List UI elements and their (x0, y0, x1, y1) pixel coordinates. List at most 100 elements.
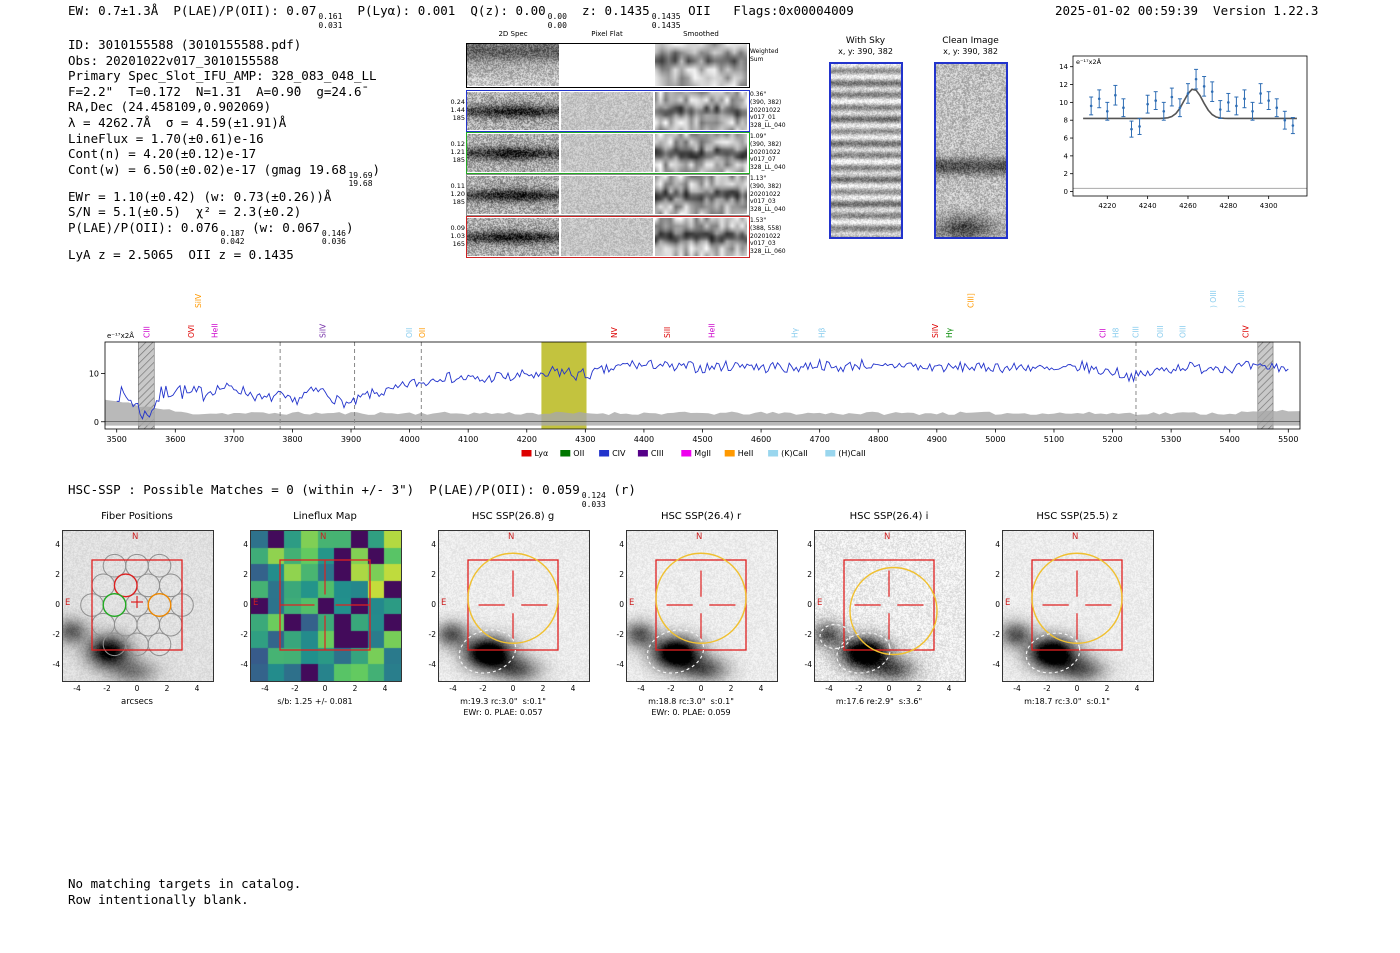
spectrum-line (116, 358, 1289, 420)
y-axis-tick: -2 (804, 630, 812, 639)
x-axis-tick: 2 (540, 684, 546, 693)
emission-line-label: OII (418, 328, 427, 338)
axis-tick-label: 4900 (927, 435, 947, 444)
axis-tick-label: 4800 (868, 435, 888, 444)
y-axis-tick: 2 (55, 570, 60, 579)
data-point (1202, 85, 1206, 88)
info-line: λ = 4262.7Å σ = 4.59(±1.91)Å (68, 115, 380, 131)
axis-tick-label: 4300 (1260, 202, 1278, 210)
sky-panel-title: Clean Image (942, 36, 999, 46)
cutout-image-i (814, 530, 966, 682)
legend-label: (H)CaII (838, 449, 865, 458)
text-segment: LineFlux = 1.70(±0.61)e-16 (68, 130, 264, 146)
cutout-title: Lineflux Map (293, 511, 357, 522)
fraction-upper: 0.1435 (651, 12, 681, 21)
legend-swatch (521, 450, 532, 457)
stacked-fraction: 0.124 0.033 (581, 491, 606, 509)
axis-tick-label: 8 (1064, 117, 1068, 125)
detection-info-block: ID: 3010155588 (3010155588.pdf) Obs: 2020… (68, 37, 380, 263)
emission-line-label: NV (610, 326, 619, 338)
spec2d-column-title: 2D Spec (498, 30, 528, 38)
info-line: Cont(w) = 6.50(±0.02)e-17 (gmag 19.68 19.… (68, 162, 380, 189)
text-segment: P(LAE)/P(OII): 0.076 (68, 219, 219, 235)
axis-tick-label: 0 (94, 418, 99, 427)
x-axis-tick: 4 (946, 684, 952, 693)
right-info-line: 0.36" (750, 91, 767, 98)
x-axis-tick: 0 (510, 684, 516, 693)
spec2d-strip-smooth (655, 92, 747, 130)
emission-line-label: SiIV (931, 323, 940, 338)
x-axis-tick: -4 (261, 684, 269, 693)
plot-frame (1072, 55, 1308, 197)
legend-swatch (825, 450, 836, 457)
y-axis-tick: 4 (995, 540, 1000, 549)
axis-tick-label: 5100 (1044, 435, 1064, 444)
cutout-title: HSC SSP(25.5) z (1036, 511, 1118, 522)
text-segment: Primary Spec_Slot_IFU_AMP: 328_083_048_L… (68, 68, 377, 84)
text-segment: LyA z = 2.5065 OII z = 0.1435 (68, 246, 294, 262)
emission-line-label: SiIV (194, 293, 203, 308)
fraction-lower: 0.033 (581, 499, 606, 509)
y-axis-tick: -2 (992, 630, 1000, 639)
text-segment: F=2.2" T=0.172 N=1.3̄1 A=0.9̄0 g=24.6̄ (68, 83, 362, 99)
spec2d-strip-spec (467, 176, 559, 214)
axis-tick-label: 0 (1064, 188, 1068, 196)
axis-tick-label: 4300 (575, 435, 595, 444)
data-points-group (1089, 68, 1295, 138)
legend-swatch (560, 450, 571, 457)
legend-label: (K)CaII (781, 449, 808, 458)
right-info-line: (390, 382) (750, 98, 782, 106)
right-info-line: v017_03 (750, 240, 776, 248)
axis-tick-label: 4500 (692, 435, 712, 444)
cutout-panel-r: HSC SSP(26.4) r N E -4 -4 -2 -2 0 0 2 2 4 4 m:18.8 rc… (592, 505, 787, 735)
text-segment: ) (372, 161, 381, 177)
fraction-upper: 0.00 (547, 12, 567, 21)
x-axis-tick: 2 (164, 684, 170, 693)
emission-line-label: SiIV (318, 323, 327, 338)
right-info-line: 1.09" (750, 133, 767, 140)
data-point (1130, 127, 1133, 131)
stacked-fraction: 0.1435 0.1435 (651, 12, 681, 30)
x-axis-tick: 0 (322, 684, 328, 693)
data-point (1122, 106, 1125, 110)
fraction-upper: 0.124 (581, 491, 606, 500)
line-fit-chart: 0 2 4 6 8 10 12 14 4220 4240 4260 4280 4300 e⁻¹⁷x2Å (1059, 55, 1308, 210)
header-stats-line: EW: 0.7±1.3Å P(LAE)/P(OII): 0.07 0.161 0.0… (68, 3, 854, 30)
text-segment: Cont(n) = 4.20(±0.12)e-17 (68, 146, 257, 162)
fraction-upper: 0.161 (318, 12, 343, 21)
data-point (1194, 77, 1198, 81)
data-point (1105, 109, 1109, 113)
stacked-fraction: 0.146 0.036 (322, 229, 346, 247)
y-axis-tick: -4 (428, 660, 436, 669)
left-value: 1.21 (450, 148, 465, 157)
axis-tick-label: 4400 (634, 435, 654, 444)
y-axis-tick: -4 (804, 660, 812, 669)
x-axis-tick: 4 (758, 684, 764, 693)
data-point (1267, 99, 1270, 102)
spec2d-strip-spec (467, 92, 559, 130)
with-sky-panel: With Sky x, y: 390, 382 (818, 36, 913, 251)
sky-panel-image-frame (934, 62, 1008, 239)
emission-line-label: CII (1099, 328, 1108, 338)
cutout-caption: m:18.8 rc:3.0" s:0.1" (648, 697, 734, 706)
legend-label: CIII (651, 449, 664, 458)
cutout-image-z (1002, 530, 1154, 682)
axis-tick-label: 10 (1059, 99, 1068, 107)
emission-line-label: HeII (211, 323, 220, 338)
axis-tick-label: 4240 (1139, 202, 1157, 210)
cutout-caption: m:18.7 rc:3.0" s:0.1" (1024, 697, 1110, 706)
compass-east: E (65, 598, 71, 608)
axis-tick-label: 5300 (1161, 435, 1181, 444)
info-line: Cont(n) = 4.20(±0.12)e-17 (68, 146, 380, 162)
legend-label: CIV (612, 449, 626, 458)
compass-north: N (1072, 532, 1079, 542)
stacked-fraction: 19.69 19.68 (348, 171, 372, 189)
info-line: F=2.2" T=0.172 N=1.3̄1 A=0.9̄0 g=24.6̄ (68, 84, 380, 100)
emission-line-label: Hγ (791, 327, 800, 338)
compass-east: E (253, 598, 259, 608)
sky-panel-image (936, 64, 1006, 237)
fraction-lower: 0.031 (318, 20, 343, 30)
x-axis-tick: -2 (291, 684, 299, 693)
left-value: 0.09 (450, 224, 465, 232)
y-axis-tick: 0 (55, 600, 60, 609)
